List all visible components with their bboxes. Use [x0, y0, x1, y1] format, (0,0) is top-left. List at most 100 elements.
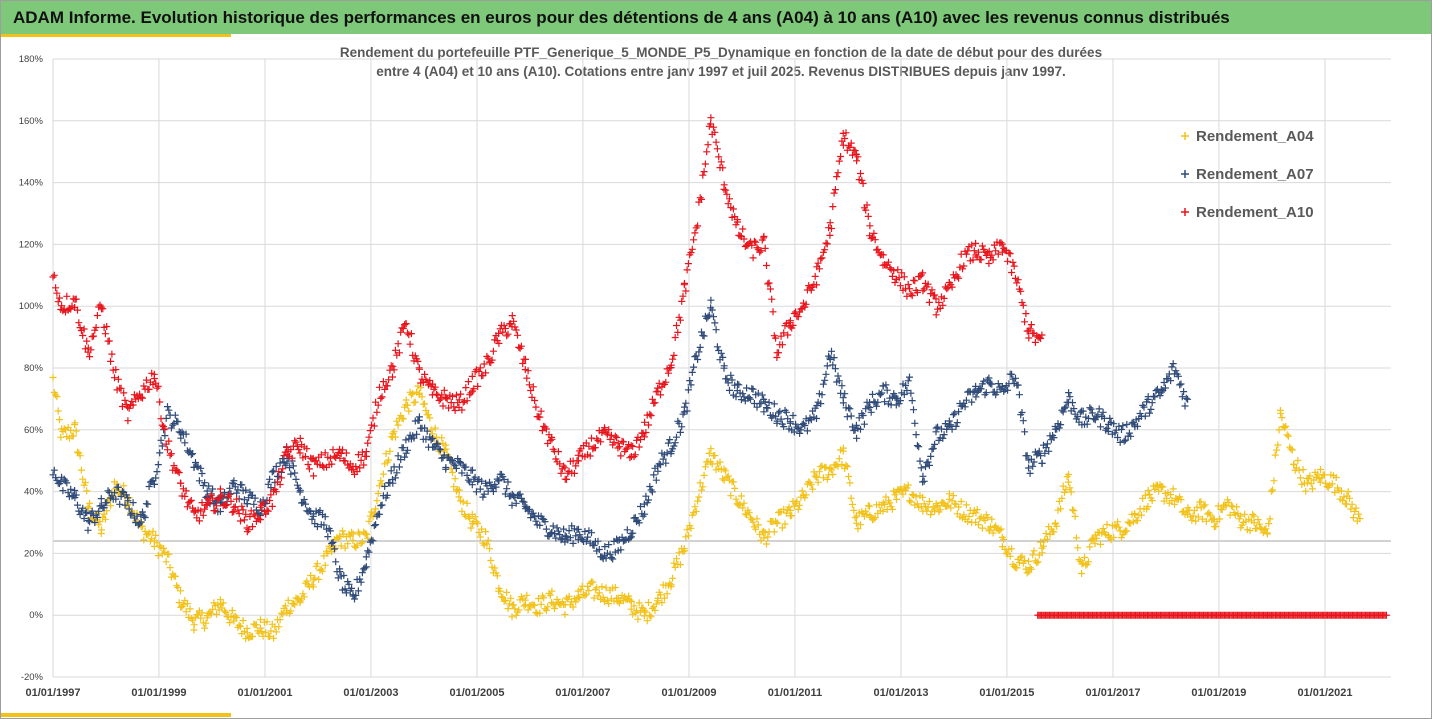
data-point — [978, 524, 986, 532]
data-point — [876, 391, 884, 398]
data-point — [1006, 250, 1014, 258]
data-point — [58, 302, 66, 310]
data-point — [1157, 388, 1165, 396]
data-point — [993, 388, 1001, 396]
data-point — [198, 470, 206, 477]
data-point — [270, 634, 278, 642]
data-point — [898, 487, 906, 495]
data-point — [641, 607, 649, 615]
data-point — [1057, 421, 1065, 429]
data-point — [161, 432, 169, 440]
x-tick-label: 01/01/2015 — [979, 687, 1034, 699]
data-point — [977, 385, 985, 393]
data-point — [471, 513, 479, 521]
data-point — [63, 479, 71, 487]
data-point — [324, 549, 332, 557]
data-point — [231, 612, 239, 620]
data-point — [303, 577, 311, 585]
data-point — [659, 455, 667, 463]
data-point — [209, 485, 217, 493]
data-point — [339, 446, 346, 454]
data-point — [960, 511, 968, 519]
data-point — [328, 460, 336, 468]
data-point — [129, 499, 137, 507]
data-point — [1059, 408, 1067, 416]
data-point — [1023, 452, 1031, 460]
data-point — [851, 514, 859, 522]
data-point — [332, 544, 340, 552]
data-point — [329, 446, 337, 454]
data-point — [195, 517, 203, 525]
data-point — [669, 574, 677, 582]
data-point — [1284, 432, 1292, 440]
data-point — [801, 422, 809, 429]
data-point — [459, 398, 467, 406]
data-point — [324, 533, 332, 541]
data-point — [197, 464, 205, 472]
data-point — [713, 343, 721, 351]
data-point — [1134, 517, 1141, 525]
data-point — [681, 403, 688, 411]
data-point — [211, 507, 219, 515]
data-point — [53, 289, 61, 297]
data-point — [501, 490, 509, 498]
data-point — [114, 483, 122, 491]
data-point — [1169, 360, 1177, 368]
data-point — [641, 418, 649, 426]
data-point — [985, 260, 993, 267]
data-point — [1177, 380, 1185, 388]
data-point — [1000, 387, 1008, 395]
data-point — [1161, 384, 1169, 392]
data-point — [1050, 434, 1058, 442]
data-point — [1070, 507, 1078, 515]
data-point — [960, 262, 968, 270]
data-point — [1033, 451, 1041, 459]
data-point — [1099, 525, 1107, 533]
data-point — [450, 483, 458, 491]
data-point — [822, 463, 830, 471]
data-point — [1200, 502, 1208, 510]
data-point — [645, 599, 652, 606]
data-point — [908, 292, 916, 300]
data-point — [671, 439, 679, 447]
data-point — [1008, 545, 1016, 553]
data-point — [141, 514, 149, 521]
data-point — [1012, 374, 1019, 382]
data-point — [287, 607, 295, 615]
data-point — [177, 434, 185, 442]
data-point — [894, 266, 902, 274]
data-point — [1069, 506, 1076, 514]
data-point — [503, 588, 511, 596]
data-point — [681, 547, 688, 555]
data-point — [512, 499, 520, 507]
data-point — [449, 469, 456, 476]
data-point — [811, 272, 819, 280]
data-point — [698, 328, 705, 336]
data-point — [864, 212, 872, 220]
data-point — [187, 496, 195, 504]
data-point — [531, 601, 539, 609]
data-point — [828, 466, 835, 474]
data-point — [139, 508, 146, 516]
data-point — [378, 501, 386, 509]
data-point — [112, 495, 120, 503]
data-point — [439, 402, 447, 410]
data-point — [1155, 487, 1163, 495]
data-point — [561, 611, 569, 618]
data-point — [661, 594, 668, 602]
data-point — [320, 521, 328, 529]
data-point — [237, 517, 244, 525]
data-point — [289, 600, 297, 608]
data-point — [1274, 441, 1282, 449]
data-point — [1189, 512, 1197, 520]
data-point — [768, 295, 776, 303]
data-point — [356, 530, 364, 538]
data-point — [763, 540, 770, 548]
data-point — [462, 463, 470, 471]
data-point — [569, 603, 577, 611]
data-point — [553, 524, 561, 532]
data-point — [655, 460, 663, 468]
data-point — [717, 158, 725, 166]
data-point — [124, 417, 132, 425]
data-point — [376, 383, 383, 391]
